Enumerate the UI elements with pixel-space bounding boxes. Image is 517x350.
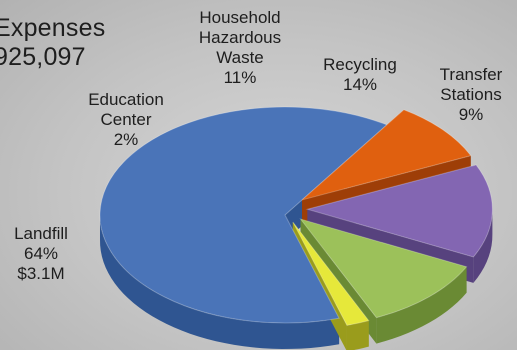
label-education-line2: Center (100, 110, 152, 129)
label-hhw-line1: Household (199, 8, 281, 27)
label-household-hazardous-waste: Household Hazardous Waste 11% (180, 8, 300, 88)
label-hhw-line3: Waste (216, 48, 264, 67)
label-education-center: Education Center 2% (74, 90, 178, 150)
chart-title-text: Expenses (0, 14, 106, 42)
label-transfer-line2: Stations (440, 85, 502, 104)
label-landfill-percent: 64% (23, 244, 59, 263)
label-recycling-name: Recycling (323, 55, 397, 74)
label-education-percent: 2% (113, 130, 139, 149)
chart-title: Expenses 925,097 (0, 14, 105, 72)
label-landfill: Landfill 64% $3.1M (6, 224, 76, 284)
label-transfer-line1: Transfer (439, 65, 503, 84)
pie-slice-transfer-stations (301, 109, 472, 201)
pie-slice-household-hazardous-waste (299, 218, 468, 319)
chart-subtitle-text: 925,097 (0, 43, 86, 71)
label-recycling: Recycling 14% (305, 55, 415, 95)
pie-tops (99, 106, 493, 326)
pie-slice-landfill (99, 106, 388, 324)
pie-side-landfill (100, 213, 340, 349)
label-hhw-percent: 11% (223, 68, 257, 87)
pie-slice-recycling (305, 164, 493, 258)
pie-side-recycling (473, 208, 493, 283)
pie-slice-education-center (292, 221, 370, 326)
label-recycling-percent: 14% (342, 75, 378, 94)
label-hhw-line2: Hazardous (198, 28, 282, 47)
label-landfill-name: Landfill (14, 224, 68, 243)
label-education-line1: Education (88, 90, 164, 109)
pie-side-household-hazardous-waste (376, 266, 467, 344)
label-transfer-percent: 9% (458, 105, 484, 124)
label-landfill-value: $3.1M (17, 264, 65, 283)
label-transfer-stations: Transfer Stations 9% (421, 65, 517, 125)
